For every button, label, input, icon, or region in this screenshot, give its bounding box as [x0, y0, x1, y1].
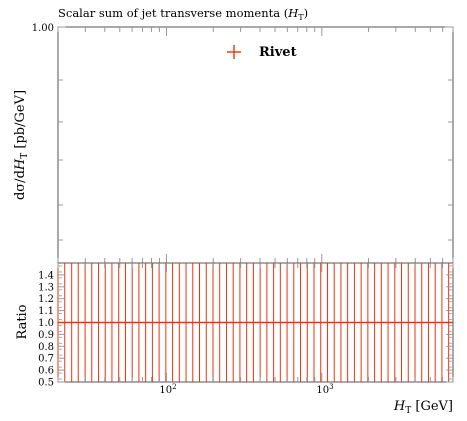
x-axis-label: HT [GeV]	[393, 399, 453, 416]
ratio-y-tick-label: 0.7	[38, 354, 54, 365]
x-tick-label-1000: 103	[316, 383, 333, 396]
ratio-y-tick-label: 1.2	[38, 294, 54, 305]
main-x-ticks	[57, 27, 454, 263]
ratio-y-ticks: 1.41.31.21.11.00.90.80.70.60.5	[38, 265, 453, 389]
main-y-ticks	[58, 26, 453, 241]
ratio-y-tick-label: 1.1	[38, 306, 54, 317]
main-y-axis-label: dσ/dHT [pb/GeV]	[13, 90, 30, 200]
legend-entry-rivet: Rivet	[259, 45, 297, 60]
x-tick-label-100: 102	[159, 383, 176, 396]
ratio-y-tick-label: 0.5	[38, 378, 54, 389]
ratio-y-tick-label: 0.6	[38, 366, 54, 377]
main-plot-frame	[57, 26, 454, 264]
ratio-y-tick-label: 0.9	[38, 330, 54, 341]
chart-title: Scalar sum of jet transverse momenta (HT…	[58, 6, 308, 22]
ratio-y-tick-label: 1.3	[38, 282, 54, 293]
ratio-x-ticks	[57, 263, 454, 382]
ratio-y-axis-label: Ratio	[15, 304, 30, 339]
legend: Rivet	[227, 45, 297, 60]
ratio-y-tick-label: 0.8	[38, 342, 54, 353]
ratio-y-tick-label: 1.4	[38, 270, 54, 281]
main-y-tick-label: 1.00	[32, 23, 54, 34]
ratio-y-tick-label: 1.0	[38, 318, 54, 329]
